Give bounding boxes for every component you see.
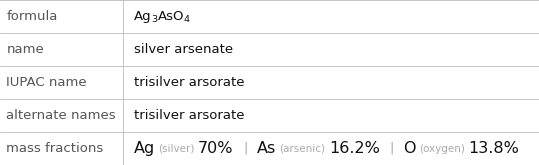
Text: (silver): (silver) <box>158 144 195 153</box>
Text: alternate names: alternate names <box>6 109 116 122</box>
Text: trisilver arsorate: trisilver arsorate <box>134 76 244 89</box>
Text: IUPAC name: IUPAC name <box>6 76 87 89</box>
Text: 3: 3 <box>151 15 157 24</box>
Text: As: As <box>257 141 277 156</box>
Text: name: name <box>6 43 44 56</box>
Text: |: | <box>389 142 393 155</box>
Text: (oxygen): (oxygen) <box>419 144 465 153</box>
Text: formula: formula <box>6 10 58 23</box>
Text: Ag: Ag <box>134 10 151 23</box>
Text: 13.8%: 13.8% <box>468 141 519 156</box>
Text: O: O <box>403 141 416 156</box>
Text: trisilver arsorate: trisilver arsorate <box>134 109 244 122</box>
Text: 70%: 70% <box>198 141 233 156</box>
Text: 4: 4 <box>184 15 190 24</box>
Text: Ag: Ag <box>134 141 155 156</box>
Text: (arsenic): (arsenic) <box>280 144 326 153</box>
Text: AsO: AsO <box>157 10 184 23</box>
Text: 16.2%: 16.2% <box>329 141 379 156</box>
Text: silver arsenate: silver arsenate <box>134 43 233 56</box>
Text: mass fractions: mass fractions <box>6 142 103 155</box>
Text: |: | <box>243 142 247 155</box>
